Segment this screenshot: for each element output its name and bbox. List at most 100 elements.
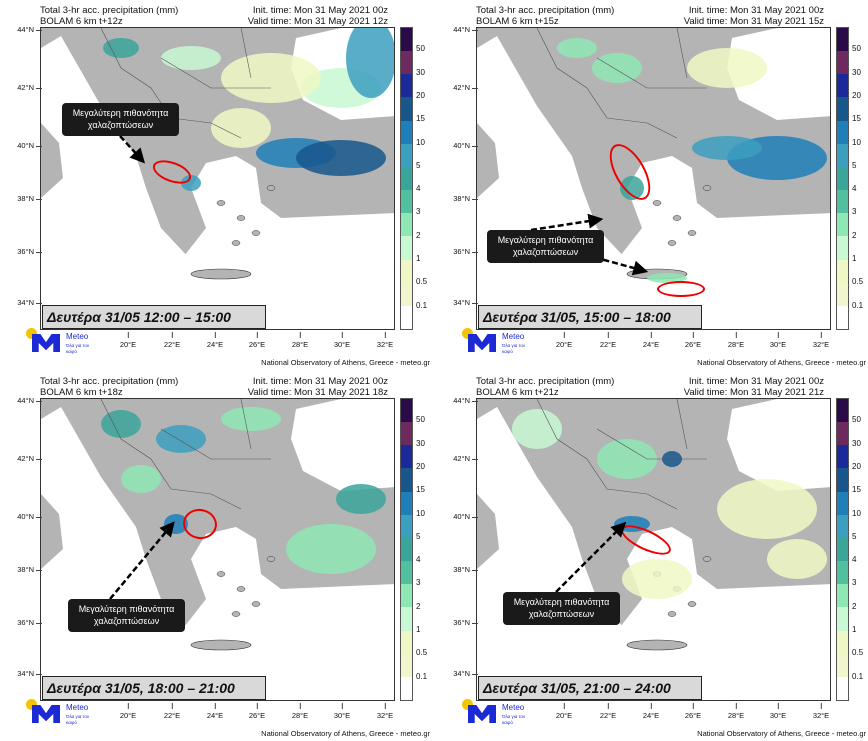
colorbar-label: 0.5 [852, 277, 864, 287]
island [231, 240, 241, 246]
lon-label: 22°E [163, 332, 181, 349]
colorbar-swatch [401, 653, 412, 677]
time-info: Init. time: Mon 31 May 2021 00z Valid tim… [248, 376, 388, 398]
m-logo-icon [32, 705, 60, 723]
colorbar-label: 30 [852, 438, 861, 448]
time-info: Init. time: Mon 31 May 2021 00z Valid tim… [684, 5, 824, 27]
colorbar-swatch [401, 97, 412, 121]
colorbar-label: 50 [416, 44, 425, 54]
lat-label: 34°N [6, 298, 42, 307]
colorbar-label: 4 [416, 184, 421, 194]
precipitation-area [557, 38, 597, 58]
map-basemap [477, 399, 830, 700]
precipitation-area [620, 176, 644, 200]
meteo-logo: Meteo Όλα για τον καιρό [26, 699, 98, 731]
colorbar-label: 50 [852, 415, 861, 425]
init-time: Init. time: Mon 31 May 2021 00z [252, 376, 388, 387]
lon-label: 22°E [599, 332, 617, 349]
colorbar-label: 2 [416, 230, 421, 240]
colorbar-label: 30 [852, 67, 861, 77]
logo-tagline: Όλα για τον καιρό [502, 714, 526, 725]
valid-time: Valid time: Mon 31 May 2021 21z [683, 387, 824, 398]
period-label: Δευτέρα 31/05 12:00 – 15:00 [42, 305, 266, 329]
colorbar-label: 1 [852, 254, 857, 264]
colorbar [836, 27, 849, 330]
colorbar-label: 4 [852, 184, 857, 194]
colorbar-swatch [401, 676, 412, 701]
hail-callout: Μεγαλύτερη πιθανότητα χαλαζοπτώσεων [62, 103, 179, 136]
hail-callout: Μεγαλύτερη πιθανότητα χαλαζοπτώσεων [503, 592, 620, 625]
colorbar-swatch [401, 166, 412, 191]
colorbar-swatch [401, 236, 412, 260]
lon-label: 32°E [376, 332, 394, 349]
lat-label: 42°N [6, 83, 42, 92]
lat-label: 34°N [442, 298, 478, 307]
lon-label: 24°E [642, 332, 660, 349]
colorbar-swatch [837, 537, 848, 562]
sun-icon [26, 699, 37, 710]
lon-label: 28°E [291, 703, 309, 720]
colorbar-swatch [401, 259, 412, 283]
colorbar-swatch [401, 445, 412, 469]
forecast-panel: Total 3-hr acc. precipitation (mm) BOLAM … [436, 0, 868, 370]
colorbar-label: 0.1 [852, 671, 864, 681]
colorbar-label: 1 [416, 625, 421, 635]
valid-time: Valid time: Mon 31 May 2021 18z [247, 387, 388, 398]
lon-label: 30°E [769, 332, 787, 349]
colorbar-swatch [401, 213, 412, 237]
valid-time: Valid time: Mon 31 May 2021 12z [247, 16, 388, 27]
lat-label: 42°N [6, 454, 42, 463]
lon-label: 30°E [769, 703, 787, 720]
precipitation-area [346, 28, 394, 98]
colorbar-label: 2 [852, 601, 857, 611]
island [266, 185, 276, 191]
colorbar-swatch [401, 537, 412, 562]
sun-icon [462, 699, 473, 710]
colorbar-label: 50 [416, 415, 425, 425]
colorbar-label: 0.1 [416, 300, 428, 310]
colorbar-label: 3 [852, 578, 857, 588]
time-info: Init. time: Mon 31 May 2021 00z Valid tim… [248, 5, 388, 27]
precipitation-area [592, 53, 642, 83]
map-title: Total 3-hr acc. precipitation (mm) BOLAM … [476, 5, 614, 27]
lat-label: 44°N [442, 396, 478, 405]
colorbar-label: 10 [416, 137, 425, 147]
lat-label: 40°N [6, 512, 42, 521]
colorbar-swatch [837, 491, 848, 515]
colorbar-swatch [401, 561, 412, 585]
lon-label: 26°E [248, 703, 266, 720]
precipitation-area [221, 407, 281, 431]
precipitation-map [476, 398, 831, 701]
island [672, 215, 682, 221]
lon-label: 32°E [376, 703, 394, 720]
italy-heel [477, 123, 499, 198]
lon-label: 30°E [333, 332, 351, 349]
meteo-logo: Meteo Όλα για τον καιρό [462, 328, 534, 360]
colorbar-swatch [837, 166, 848, 191]
highlight-ellipse [657, 281, 705, 297]
colorbar-label: 3 [416, 578, 421, 588]
model-text: BOLAM 6 km t+15z [476, 16, 559, 27]
colorbar-swatch [837, 676, 848, 701]
precipitation-area [103, 38, 139, 58]
hail-callout: Μεγαλύτερη πιθανότητα χαλαζοπτώσεων [68, 599, 185, 632]
colorbar-label: 4 [416, 555, 421, 565]
colorbar-label: 15 [852, 114, 861, 124]
colorbar-label: 30 [416, 438, 425, 448]
crete-island [626, 639, 688, 651]
colorbar-swatch [837, 514, 848, 538]
black-sea [727, 399, 830, 491]
colorbar-label: 10 [852, 508, 861, 518]
lat-label: 36°N [442, 618, 478, 627]
precipitation-area [336, 484, 386, 514]
crete-island [190, 639, 252, 651]
valid-time: Valid time: Mon 31 May 2021 15z [683, 16, 824, 27]
island [702, 556, 712, 562]
colorbar-label: 5 [416, 531, 421, 541]
lon-label: 26°E [684, 703, 702, 720]
footer-credit: National Observatory of Athens, Greece -… [261, 729, 430, 738]
lon-label: 28°E [291, 332, 309, 349]
lon-label: 20°E [555, 332, 573, 349]
colorbar-label: 2 [416, 601, 421, 611]
colorbar-swatch [401, 630, 412, 654]
